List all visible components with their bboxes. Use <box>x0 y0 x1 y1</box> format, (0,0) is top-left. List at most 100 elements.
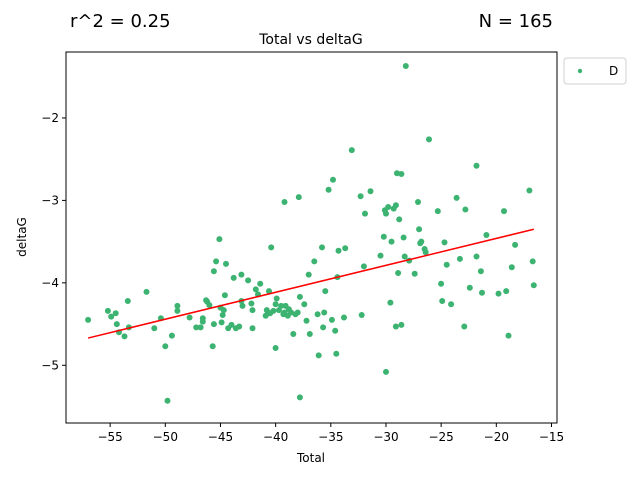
data-point <box>305 271 312 278</box>
data-point <box>266 288 272 295</box>
data-point <box>392 202 399 209</box>
data-point <box>228 321 235 328</box>
data-point <box>400 234 407 241</box>
data-point <box>193 324 200 331</box>
data-point <box>272 301 279 308</box>
data-point <box>503 288 510 295</box>
data-point <box>197 324 204 331</box>
x-tick-label: −15 <box>539 430 564 444</box>
data-point <box>348 147 355 154</box>
data-point <box>296 293 303 300</box>
data-point <box>216 236 223 243</box>
data-point <box>360 263 367 270</box>
data-point <box>461 323 468 330</box>
data-point <box>319 244 325 251</box>
data-point <box>121 333 128 340</box>
data-point <box>333 350 340 357</box>
data-point <box>245 277 252 284</box>
data-point <box>501 208 507 215</box>
data-point <box>416 226 423 233</box>
data-point <box>328 316 335 323</box>
legend: D <box>563 57 627 85</box>
data-point <box>278 302 285 309</box>
data-point <box>108 313 115 320</box>
y-axis: −5 −4 −3 −2 <box>41 111 66 372</box>
x-tick-label: −20 <box>484 430 509 444</box>
data-point <box>164 397 171 404</box>
data-point <box>398 321 405 328</box>
data-point <box>434 208 441 215</box>
y-tick-label: −4 <box>41 276 59 290</box>
data-point <box>508 264 515 271</box>
data-point <box>415 199 421 205</box>
fit-line <box>87 228 535 339</box>
x-tick-label: −30 <box>373 430 398 444</box>
data-point <box>388 238 395 245</box>
chart-title: Total vs deltaG <box>258 32 362 48</box>
data-point <box>341 314 347 321</box>
data-point <box>199 315 206 322</box>
data-point <box>219 312 226 318</box>
data-point <box>301 301 308 308</box>
y-tick-label: −2 <box>41 111 59 125</box>
data-point <box>213 258 220 265</box>
data-point <box>443 261 450 268</box>
data-point <box>290 331 297 337</box>
data-point <box>306 331 313 337</box>
data-point <box>295 194 302 201</box>
data-point <box>238 271 245 278</box>
data-point <box>249 307 256 314</box>
data-point <box>526 187 533 194</box>
data-point <box>387 299 394 306</box>
data-point <box>479 289 485 296</box>
y-axis-label: deltaG <box>15 217 29 257</box>
data-point <box>357 193 364 200</box>
data-point <box>383 210 389 217</box>
data-point <box>209 343 216 350</box>
data-point <box>230 274 237 281</box>
data-point <box>314 311 321 318</box>
plot-area <box>85 63 537 404</box>
data-point <box>398 171 405 177</box>
data-point <box>174 302 181 309</box>
data-point <box>342 245 349 252</box>
data-point <box>401 253 408 260</box>
data-point <box>143 288 150 295</box>
data-point <box>456 255 463 262</box>
data-point <box>223 260 229 267</box>
r-squared-label: r^2 = 0.25 <box>70 11 171 32</box>
data-point <box>273 295 280 302</box>
data-point <box>322 288 329 295</box>
data-point <box>426 136 432 143</box>
data-point <box>396 216 403 223</box>
data-point <box>438 280 445 287</box>
y-tick-label: −5 <box>41 358 59 372</box>
data-point <box>395 270 402 276</box>
legend-box <box>563 57 627 85</box>
data-point <box>320 324 327 331</box>
data-point <box>483 232 490 238</box>
data-point <box>529 258 536 265</box>
data-point <box>321 309 328 316</box>
data-point <box>358 312 365 318</box>
data-point <box>168 332 175 339</box>
data-point <box>473 253 480 260</box>
x-axis: −55 −50 −45 −40 −35 −30 −25 −20 −15 <box>97 423 564 444</box>
data-point <box>249 325 256 332</box>
data-point <box>330 176 336 183</box>
data-point <box>418 238 425 245</box>
plot-frame <box>65 51 558 424</box>
data-point <box>151 325 158 332</box>
data-point <box>85 316 92 323</box>
data-point <box>272 345 279 351</box>
y-tick-label: −3 <box>41 193 59 207</box>
data-point <box>392 323 399 330</box>
data-point <box>104 307 111 314</box>
x-tick-label: −50 <box>153 430 178 444</box>
data-point <box>206 302 213 309</box>
data-point <box>174 307 181 314</box>
data-point <box>383 368 389 375</box>
data-point <box>248 300 255 307</box>
data-point <box>411 270 418 277</box>
data-point <box>296 394 303 401</box>
